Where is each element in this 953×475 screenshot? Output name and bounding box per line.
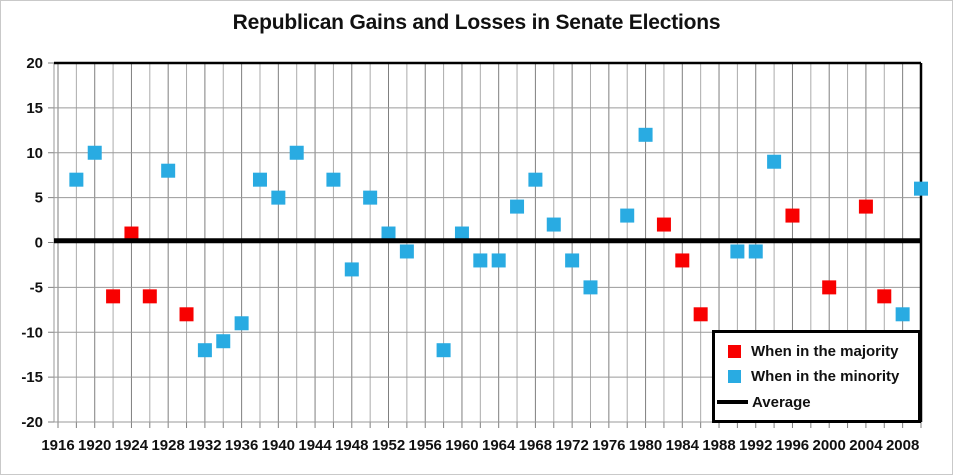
legend-label-majority: When in the majority — [751, 342, 899, 360]
data-marker — [216, 334, 231, 349]
data-marker — [399, 244, 414, 259]
x-axis-label: 1924 — [115, 437, 149, 454]
legend-item-average: Average — [715, 395, 918, 410]
y-axis-label: -10 — [21, 324, 43, 341]
x-axis-label: 1948 — [335, 437, 368, 454]
average-line-swatch-icon — [717, 400, 748, 404]
data-marker — [822, 280, 837, 295]
data-marker — [620, 208, 635, 223]
data-marker — [69, 172, 84, 187]
x-axis-label: 1968 — [519, 437, 552, 454]
data-marker — [748, 244, 763, 259]
data-marker — [289, 145, 304, 160]
data-marker — [491, 253, 506, 268]
data-marker — [252, 172, 267, 187]
data-marker — [767, 154, 782, 169]
data-marker — [565, 253, 580, 268]
x-axis-label: 1940 — [262, 437, 295, 454]
y-axis-label: 5 — [35, 190, 43, 207]
data-marker — [436, 343, 451, 358]
chart-title: Republican Gains and Losses in Senate El… — [232, 11, 721, 34]
data-marker — [877, 289, 892, 304]
majority-swatch-icon — [728, 344, 741, 358]
x-axis-label: 1996 — [776, 437, 809, 454]
data-marker — [124, 226, 139, 241]
legend-item-majority: When in the majority — [715, 344, 918, 359]
x-axis-label: 1916 — [41, 437, 74, 454]
data-marker — [197, 343, 212, 358]
data-marker — [730, 244, 745, 259]
data-marker — [528, 172, 543, 187]
y-axis-label: -15 — [21, 369, 43, 386]
data-marker — [858, 199, 873, 214]
data-marker — [675, 253, 690, 268]
y-axis-label: 20 — [26, 55, 43, 72]
data-marker — [785, 208, 800, 223]
data-marker — [161, 163, 176, 178]
y-axis-label: 15 — [26, 100, 43, 117]
data-marker — [895, 307, 910, 322]
x-axis-label: 1964 — [482, 437, 516, 454]
data-marker — [583, 280, 598, 295]
x-axis-label: 1972 — [555, 437, 588, 454]
x-axis-label: 1976 — [592, 437, 625, 454]
x-axis-label: 2000 — [813, 437, 846, 454]
x-axis-label: 1988 — [702, 437, 735, 454]
data-marker — [271, 190, 286, 205]
x-axis-label: 1984 — [666, 437, 700, 454]
x-axis-label: 1932 — [188, 437, 221, 454]
legend-label-minority: When in the minority — [751, 368, 900, 385]
data-marker — [326, 172, 341, 187]
x-axis-label: 1980 — [629, 437, 662, 454]
data-marker — [179, 307, 194, 322]
x-axis-label: 2004 — [849, 437, 883, 454]
data-marker — [656, 217, 671, 232]
data-marker — [454, 226, 469, 241]
data-marker — [473, 253, 488, 268]
legend-item-minority: When in the minority — [715, 369, 918, 384]
legend-box: When in the majority When in the minorit… — [712, 330, 921, 423]
data-marker — [87, 145, 102, 160]
x-axis-label: 1960 — [445, 437, 478, 454]
data-marker — [546, 217, 561, 232]
x-axis-label: 2008 — [886, 437, 919, 454]
x-axis-label: 1944 — [298, 437, 332, 454]
x-axis-label: 1928 — [151, 437, 184, 454]
y-axis-label: -20 — [21, 414, 43, 431]
minority-swatch-icon — [728, 370, 741, 383]
x-axis-label: 1920 — [78, 437, 111, 454]
data-marker — [363, 190, 378, 205]
data-marker — [381, 226, 396, 241]
x-axis-label: 1936 — [225, 437, 258, 454]
x-axis-label: 1956 — [409, 437, 442, 454]
data-marker — [106, 289, 121, 304]
x-axis-label: 1952 — [372, 437, 405, 454]
data-marker — [638, 127, 653, 142]
legend-label-average: Average — [752, 393, 811, 411]
y-axis-label: -5 — [30, 279, 43, 296]
data-marker — [693, 307, 708, 322]
data-marker — [914, 181, 928, 196]
data-marker — [344, 262, 359, 277]
y-axis-label: 10 — [26, 145, 43, 162]
data-marker — [234, 316, 249, 331]
data-marker — [510, 199, 525, 214]
data-marker — [142, 289, 157, 304]
y-axis-label: 0 — [35, 235, 43, 252]
x-axis-label: 1992 — [739, 437, 772, 454]
